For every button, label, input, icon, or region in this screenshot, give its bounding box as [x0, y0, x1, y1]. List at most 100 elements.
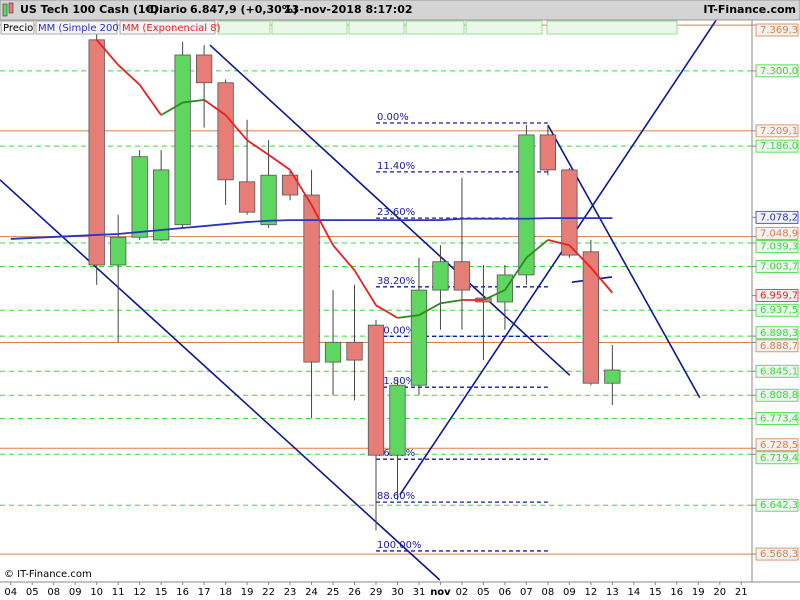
y-tick-label: 7.369,3 [760, 25, 798, 36]
fib-label: 38.20% [377, 276, 415, 287]
x-tick-label: 11 [112, 587, 125, 598]
candle-body [260, 174, 277, 226]
y-tick-label: 7.209,1 [760, 126, 798, 137]
candle-body [518, 134, 535, 276]
candle-body [496, 274, 514, 303]
y-tick-box [755, 339, 799, 353]
candle-body [110, 236, 127, 266]
candle-body [238, 181, 256, 213]
x-tick-label: 12 [133, 587, 146, 598]
y-tick-box [755, 289, 799, 302]
y-tick-box [755, 124, 799, 138]
x-tick-label: 31 [413, 587, 426, 598]
ma-line [96, 39, 119, 66]
y-tick-box [755, 364, 799, 378]
fib-label: 23.60% [377, 207, 415, 218]
ma-line [182, 99, 205, 104]
legend-box [217, 20, 271, 35]
axes: 7.369,3 7.300,0 7.209,1 7.186,0 7.078,2 7.048… [4, 23, 799, 598]
candle-body [410, 289, 428, 386]
ma-line [289, 169, 313, 206]
x-tick-label: 25 [327, 587, 340, 598]
fib-label: 100.00% [377, 540, 422, 551]
y-tick-box [755, 64, 799, 78]
x-tick-label: 04 [4, 587, 17, 598]
ma-line [418, 302, 441, 316]
ma-line [375, 304, 398, 319]
x-tick-label: 06 [499, 587, 512, 598]
candle-body [561, 169, 578, 256]
x-tick-label: 17 [198, 587, 211, 598]
x-tick-label: 30 [391, 587, 404, 598]
y-tick-box [755, 23, 799, 37]
candle-body [453, 261, 471, 291]
legend: Precio MM (Simple 200) MM (Exponencial 8) [0, 20, 678, 35]
quote: 6.847,9 (+0,30%) [190, 3, 298, 16]
y-tick-label: 7.039,3 [760, 241, 798, 252]
legend-box [405, 20, 465, 35]
x-tick-label: 23 [284, 587, 297, 598]
ma-line [397, 314, 420, 319]
y-tick-box [755, 260, 799, 273]
period: Diario [150, 3, 188, 16]
trend-line [0, 179, 441, 581]
copyright: © IT-Finance.com [4, 569, 92, 580]
ma-line [332, 244, 356, 271]
legend-label: MM (Exponencial 8) [122, 23, 221, 34]
legend-label: Precio [3, 23, 33, 34]
header-bar [0, 0, 800, 21]
y-tick-label: 6.898,3 [760, 328, 798, 339]
ma-line [353, 269, 377, 306]
candle-body [582, 251, 599, 384]
candle-body [539, 134, 557, 171]
ma-line [138, 84, 162, 116]
candle-body [367, 324, 385, 456]
ma-line [504, 257, 528, 291]
y-tick-box [755, 210, 799, 224]
x-tick-label: 07 [520, 587, 533, 598]
y-tick-label: 6.888,7 [760, 341, 798, 352]
x-tick-label: 22 [262, 587, 275, 598]
y-tick-box [755, 239, 799, 253]
y-tick-label: 6.959,7 [760, 291, 798, 302]
y-tick-box [755, 388, 799, 402]
x-tick-label: 05 [477, 587, 490, 598]
candle-body [153, 169, 170, 241]
y-tick-label: 6.937,5 [760, 305, 798, 316]
y-tick-label: 7.003,7 [760, 262, 798, 273]
candle-body [174, 54, 191, 226]
ma-line [268, 153, 291, 171]
ma-line [525, 239, 549, 259]
ma-line [568, 244, 592, 269]
ma-line [440, 299, 463, 305]
icon [8, 2, 14, 14]
legend-box [271, 20, 348, 35]
y-tick-box [755, 139, 799, 153]
x-tick-label: 18 [219, 587, 232, 598]
candle-body [346, 341, 363, 361]
x-tick-label: 15 [649, 587, 662, 598]
y-tick-label: 6.568,3 [760, 549, 798, 560]
candle-body [389, 384, 406, 456]
x-tick-label: 09 [69, 587, 82, 598]
trend-line [209, 44, 571, 376]
candle-body [324, 341, 342, 363]
x-tick-label: 09 [563, 587, 576, 598]
x-tick-label: 29 [370, 587, 383, 598]
source: IT-Finance.com [703, 3, 796, 16]
x-tick-label: 08 [47, 587, 60, 598]
candle-body [131, 156, 148, 238]
x-tick-label: 19 [241, 587, 254, 598]
icon [2, 3, 8, 17]
plot-area: 0.00%11.40%23.60%38.20%50.00%61.80%76.40… [0, 20, 752, 581]
y-tick-label: 7.048,9 [760, 228, 798, 239]
x-tick-label: 13 [606, 587, 619, 598]
ma-line [590, 267, 614, 294]
ma-line [483, 289, 506, 301]
legend-box [0, 20, 35, 35]
y-tick-box [755, 412, 799, 426]
x-tick-label: 19 [692, 587, 705, 598]
x-tick-label: 05 [26, 587, 39, 598]
fib-label: 11.40% [377, 161, 415, 172]
